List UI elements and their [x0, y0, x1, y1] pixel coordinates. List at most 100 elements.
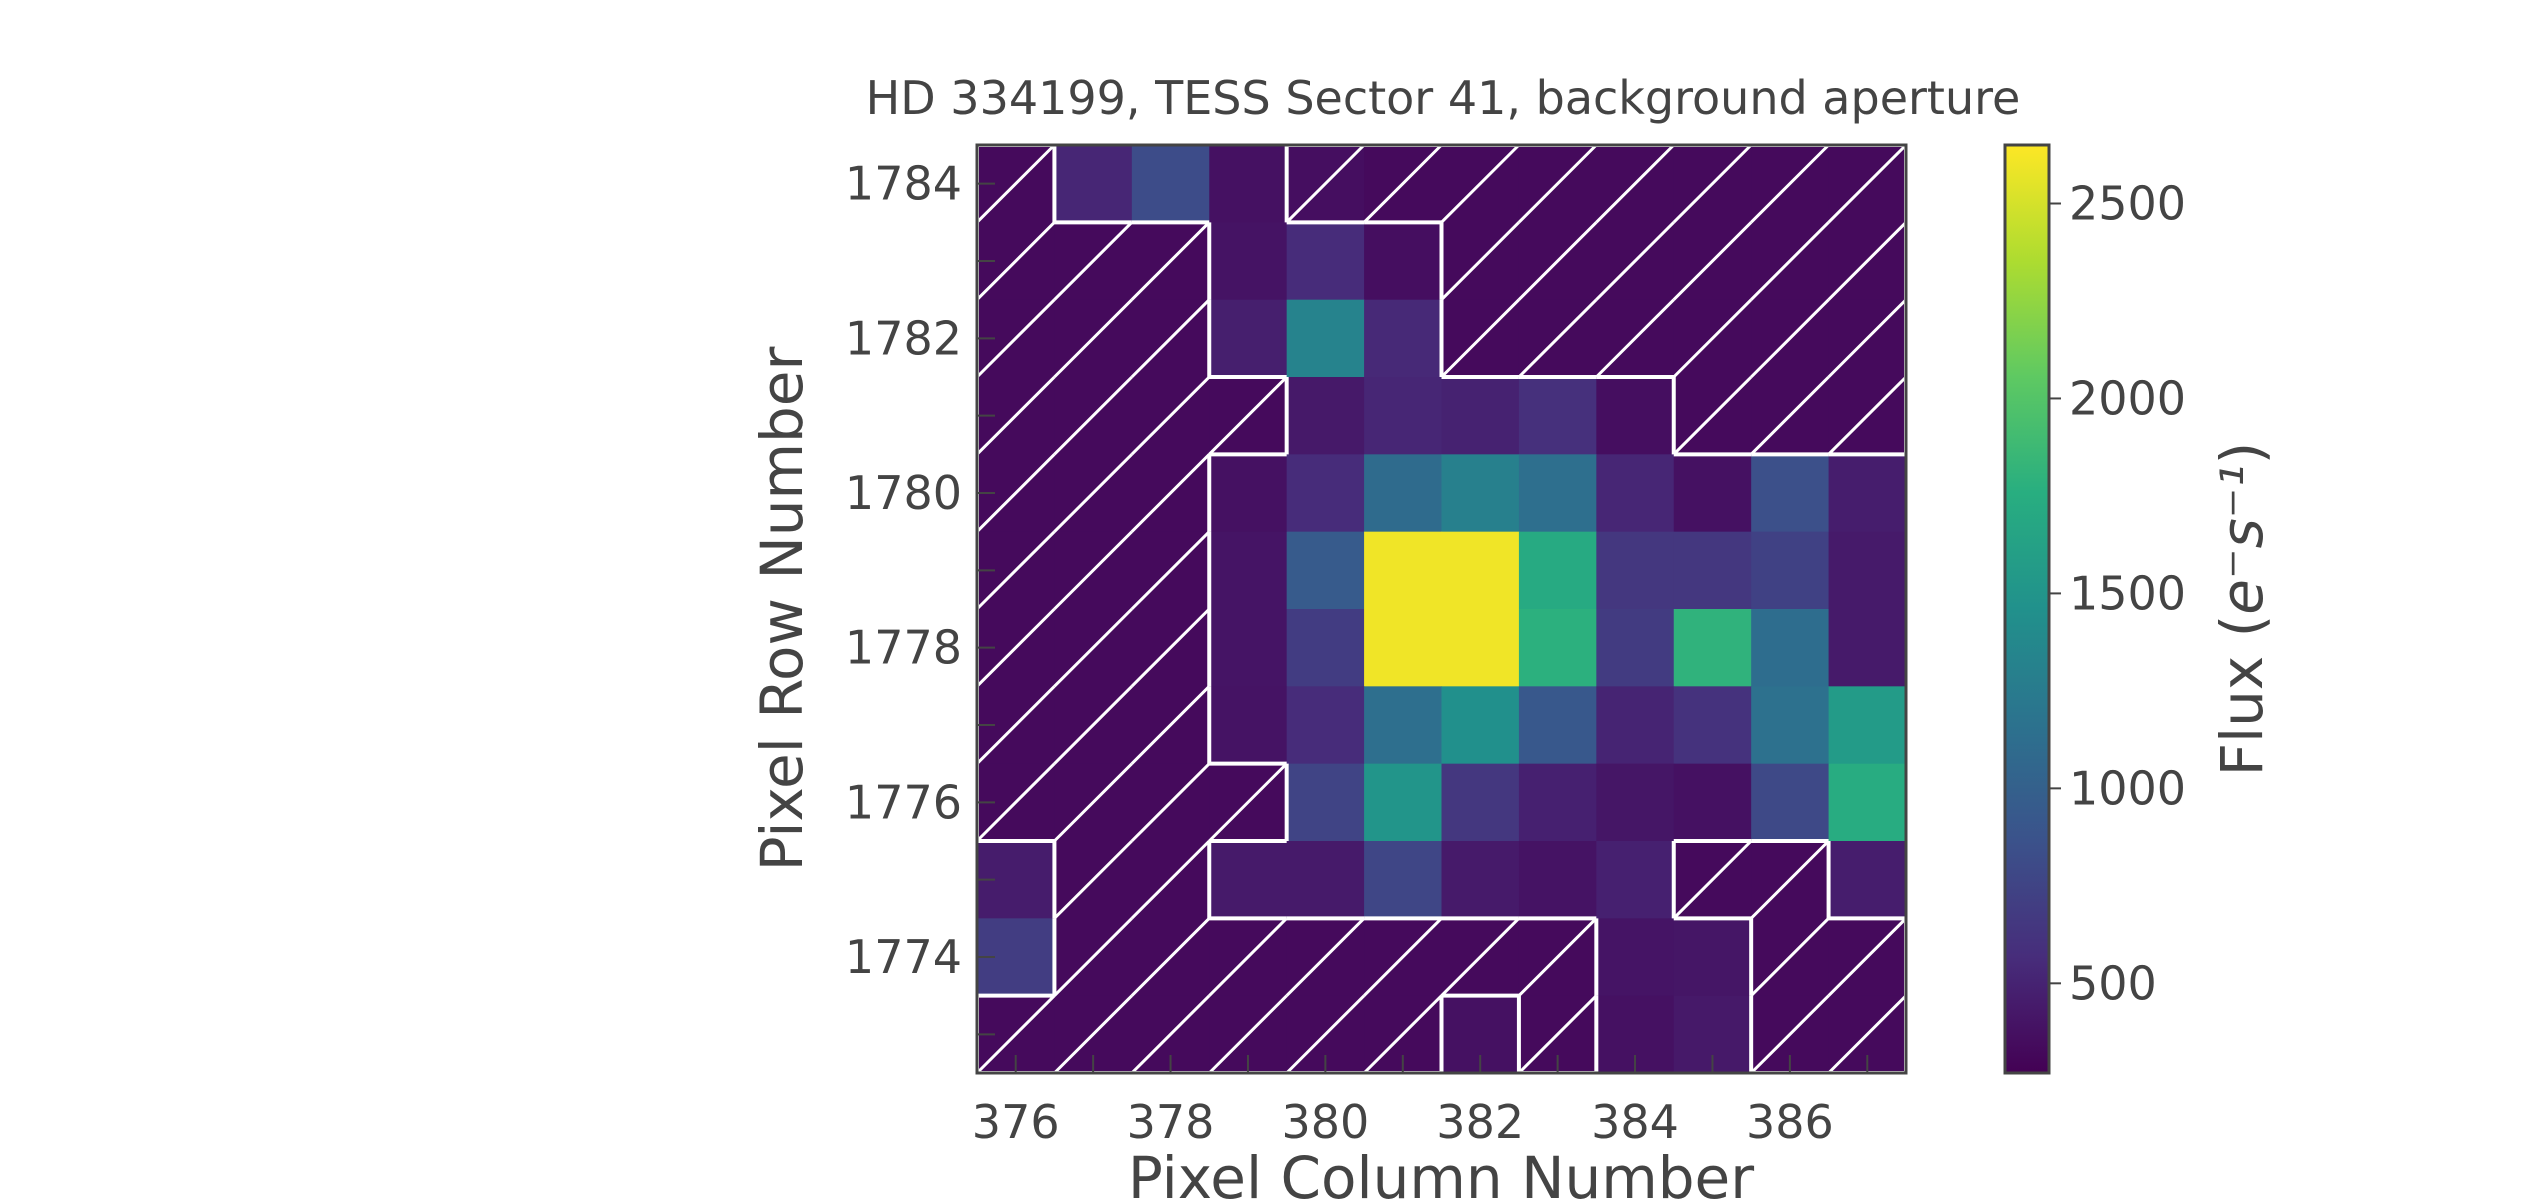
heatmap-cell: [1751, 609, 1830, 687]
heatmap-cell: [1596, 686, 1675, 765]
heatmap-cell: [1441, 763, 1520, 842]
hatch-line: [1130, 917, 1211, 997]
heatmap-cell: [1441, 841, 1520, 919]
hatch-line: [1672, 221, 1753, 301]
x-tick-label: 386: [1746, 1095, 1834, 1149]
colorbar-tick-label: 2500: [2069, 176, 2186, 230]
hatch-line: [1130, 839, 1211, 920]
hatch-line: [1750, 298, 1830, 379]
heatmap-cell: [1828, 609, 1907, 687]
hatch-line: [975, 375, 1056, 456]
hatch-line: [1208, 994, 1288, 1075]
hatch-line: [1750, 839, 1830, 920]
hatch-line: [1827, 994, 1908, 1075]
heatmap-cell: [1209, 454, 1288, 533]
hatch-line: [975, 143, 1056, 224]
x-tick-label: 378: [1127, 1095, 1215, 1149]
hatch-line: [1053, 685, 1133, 765]
heatmap-cell: [1286, 377, 1365, 455]
hatch-line: [1827, 375, 1908, 456]
hatch-line: [1053, 453, 1133, 533]
hatch-line: [1130, 994, 1211, 1075]
heatmap-cell: [1131, 145, 1210, 223]
colorbar-tick-label: 1000: [2069, 761, 2186, 815]
heatmap-cell: [1828, 454, 1907, 533]
heatmap-cell: [1518, 686, 1597, 765]
hatch-line: [1750, 917, 1830, 997]
heatmap-cell: [1364, 299, 1443, 378]
y-tick-label: 1780: [845, 466, 962, 520]
heatmap-cell: [1596, 609, 1675, 687]
heatmap-cell: [1673, 531, 1752, 610]
heatmap-cell: [1209, 686, 1288, 765]
hatch-line: [1053, 839, 1133, 920]
y-tick-label: 1778: [845, 621, 962, 675]
x-tick-labels: 376 378 380 382 384 386: [972, 1095, 1834, 1149]
heatmap-cell: [1673, 763, 1752, 842]
hatch-line: [1130, 221, 1211, 301]
hatch-line: [975, 607, 1056, 688]
colorbar-ticks: 500 1000 1500 2000 2500: [2049, 176, 2186, 1010]
heatmap-cell: [1364, 454, 1443, 533]
heatmap-cell: [1596, 377, 1675, 455]
hatch-line: [975, 685, 1056, 765]
heatmap-cell: [1673, 609, 1752, 687]
hatch-line: [1053, 221, 1133, 301]
heatmap-cell: [1596, 454, 1675, 533]
hatch-line: [1595, 298, 1675, 379]
hatch-line: [1672, 375, 1753, 456]
heatmap-cell: [1286, 531, 1365, 610]
heatmap-cell: [1209, 222, 1288, 301]
hatch-line: [1053, 762, 1133, 843]
colorbar: [2003, 143, 2051, 1075]
heatmap-cell: [1286, 299, 1365, 378]
heatmap-cell: [1209, 145, 1288, 223]
hatch-line: [1130, 298, 1211, 379]
hatch-line: [1595, 143, 1675, 224]
x-tick-label: 382: [1436, 1095, 1524, 1149]
heatmap-cell: [1286, 454, 1365, 533]
hatch-line: [1750, 143, 1830, 224]
hatch-line: [1053, 994, 1133, 1075]
y-tick-label: 1782: [845, 311, 962, 365]
hatch-line: [1827, 221, 1908, 301]
heatmap-cell: [1054, 145, 1133, 223]
hatch-line: [1672, 298, 1753, 379]
hatch-line: [1363, 994, 1443, 1075]
hatch-line: [1053, 375, 1133, 456]
y-tick-label: 1776: [845, 775, 962, 829]
hatch-line: [1130, 685, 1211, 765]
heatmap-cell: [1364, 841, 1443, 919]
y-axis-label: Pixel Row Number: [748, 347, 816, 872]
hatch-line: [1285, 994, 1366, 1075]
hatch-line: [1363, 143, 1443, 224]
heatmap-cell: [1518, 841, 1597, 919]
hatch-line: [1130, 607, 1211, 688]
hatch-line: [1672, 839, 1753, 920]
axis-ticks: [977, 182, 1869, 1073]
heatmap-cell: [1441, 609, 1520, 687]
hatch-line: [1285, 143, 1366, 224]
heatmap-cell: [1364, 377, 1443, 455]
heatmap-cell: [1364, 763, 1443, 842]
colorbar-tick-label: 2000: [2069, 371, 2186, 425]
hatch-line: [1285, 917, 1366, 997]
heatmap-cell: [1209, 531, 1288, 610]
hatch-line: [975, 453, 1056, 533]
x-tick-label: 380: [1281, 1095, 1369, 1149]
hatch-line: [1363, 917, 1443, 997]
hatch-line: [1053, 298, 1133, 379]
heatmap-cell: [1518, 454, 1597, 533]
hatch-line: [1750, 221, 1830, 301]
hatch-line: [1750, 375, 1830, 456]
heatmap-cell: [1286, 609, 1365, 687]
hatch-line: [1595, 221, 1675, 301]
hatch-line: [1827, 298, 1908, 379]
hatch-line: [1130, 530, 1211, 611]
y-tick-label: 1774: [845, 930, 962, 984]
hatch-line: [1208, 917, 1288, 997]
hatch-line: [1440, 917, 1520, 997]
heatmap-cell: [1751, 686, 1830, 765]
hatch-line: [1440, 143, 1520, 224]
